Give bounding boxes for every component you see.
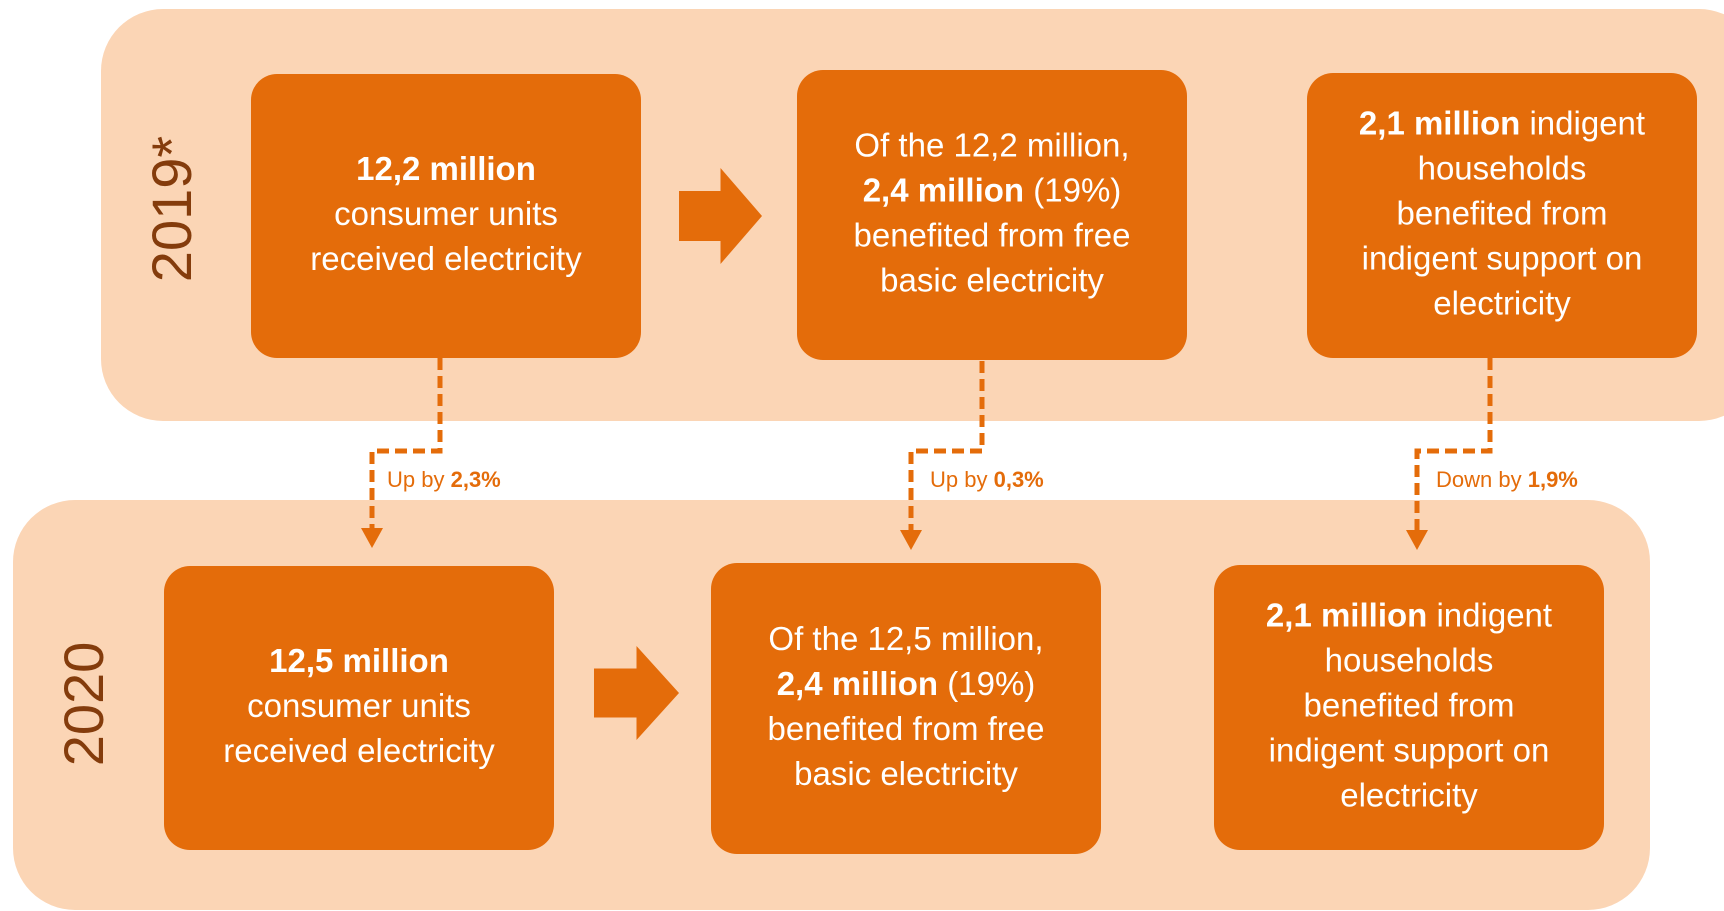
connector-head: [900, 530, 922, 550]
text-line: Of the 12,5 million,: [768, 620, 1043, 657]
text-line: 2,1 million indigent: [1359, 104, 1645, 141]
info-box: [164, 566, 554, 850]
text-line: 2,4 million (19%): [777, 665, 1036, 702]
text-run: 2,1 million: [1359, 104, 1520, 141]
text-run: indigent support on: [1269, 731, 1550, 768]
text-line: Of the 12,2 million,: [854, 126, 1129, 163]
dashed-connector: [369, 358, 443, 530]
text-run: basic electricity: [794, 755, 1018, 792]
text-run: consumer units: [334, 195, 558, 232]
text-line: consumer units: [247, 687, 471, 724]
text-line: households: [1418, 149, 1587, 186]
box-text: Of the 12,2 million, 2,4 million (19%) ben…: [854, 126, 1131, 298]
text-run: electricity: [1340, 776, 1478, 813]
text-line: benefited from free: [854, 216, 1131, 253]
text-line: indigent support on: [1362, 239, 1643, 276]
text-line: indigent support on: [1269, 731, 1550, 768]
text-run: Of the 12,5 million,: [768, 620, 1043, 657]
text-line: 12,5 million: [269, 642, 449, 679]
info-box: [1307, 73, 1697, 358]
dashed-connector: [908, 361, 985, 532]
info-box: [797, 70, 1187, 360]
text-run: 2,4 million: [863, 171, 1024, 208]
text-line: electricity: [1340, 776, 1478, 813]
box-text: 12,2 million consumer units received elect…: [310, 150, 582, 277]
text-run: indigent: [1520, 104, 1645, 141]
text-run: (19%): [938, 665, 1035, 702]
connector-head: [361, 528, 383, 548]
info-box: [711, 563, 1101, 854]
change-value: 2,3%: [451, 467, 501, 492]
box-text: 12,5 million consumer units received elect…: [223, 642, 495, 769]
text-line: 2,1 million indigent: [1266, 596, 1552, 633]
connector-head: [1406, 530, 1428, 550]
text-run: 2,4 million: [777, 665, 938, 702]
text-run: benefited from free: [854, 216, 1131, 253]
block-arrow: [594, 646, 679, 740]
info-box: [1214, 565, 1604, 850]
text-run: households: [1418, 149, 1587, 186]
text-line: received electricity: [223, 732, 495, 769]
text-line: benefited from free: [768, 710, 1045, 747]
text-line: basic electricity: [794, 755, 1018, 792]
change-value: 1,9%: [1528, 467, 1578, 492]
text-line: consumer units: [334, 195, 558, 232]
text-run: indigent support on: [1362, 239, 1643, 276]
text-run: benefited from free: [768, 710, 1045, 747]
text-line: 2,4 million (19%): [863, 171, 1122, 208]
text-line: electricity: [1433, 284, 1571, 321]
text-run: basic electricity: [880, 261, 1104, 298]
year-label: 2019*: [140, 136, 203, 282]
change-label: Up by 0,3%: [930, 467, 1044, 492]
text-run: benefited from: [1304, 686, 1515, 723]
text-run: households: [1325, 641, 1494, 678]
year-label: 2020: [52, 642, 115, 767]
text-line: benefited from: [1397, 194, 1608, 231]
text-run: 2,1 million: [1266, 596, 1427, 633]
text-run: benefited from: [1397, 194, 1608, 231]
text-line: households: [1325, 641, 1494, 678]
change-prefix: Up by: [930, 467, 994, 492]
text-run: electricity: [1433, 284, 1571, 321]
text-run: 12,5 million: [269, 642, 449, 679]
text-run: 12,2 million: [356, 150, 536, 187]
text-run: (19%): [1024, 171, 1121, 208]
box-text: 2,1 million indigent households benefited …: [1266, 596, 1552, 813]
change-label: Down by 1,9%: [1436, 467, 1578, 492]
block-arrow: [679, 168, 762, 264]
change-value: 0,3%: [994, 467, 1044, 492]
box-text: 2,1 million indigent households benefited …: [1359, 104, 1645, 321]
text-line: basic electricity: [880, 261, 1104, 298]
text-run: consumer units: [247, 687, 471, 724]
text-run: received electricity: [310, 240, 582, 277]
dashed-connector: [1414, 358, 1493, 532]
change-prefix: Down by: [1436, 467, 1528, 492]
info-box: [251, 74, 641, 358]
text-line: benefited from: [1304, 686, 1515, 723]
box-text: Of the 12,5 million, 2,4 million (19%) ben…: [768, 620, 1045, 792]
text-run: received electricity: [223, 732, 495, 769]
text-run: indigent: [1427, 596, 1552, 633]
change-label: Up by 2,3%: [387, 467, 501, 492]
text-run: Of the 12,2 million,: [854, 126, 1129, 163]
text-line: received electricity: [310, 240, 582, 277]
text-line: 12,2 million: [356, 150, 536, 187]
change-prefix: Up by: [387, 467, 451, 492]
